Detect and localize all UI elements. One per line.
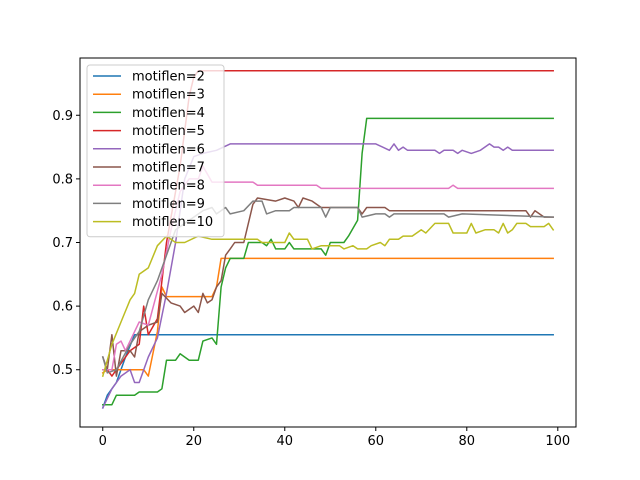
series-line-2 — [102, 117, 554, 406]
y-tick-label-2: 0.7 — [52, 236, 73, 251]
y-tick-label-4: 0.9 — [52, 109, 73, 124]
x-tick-label-1: 20 — [185, 434, 202, 449]
legend-label-5: motiflen=7 — [132, 161, 205, 176]
series-line-7 — [101, 200, 554, 374]
legend-label-0: motiflen=2 — [132, 70, 205, 85]
legend-label-1: motiflen=3 — [132, 88, 205, 103]
x-tick-label-2: 40 — [276, 434, 293, 449]
x-tick-label-3: 60 — [368, 434, 385, 449]
y-tick-label-0: 0.5 — [52, 363, 73, 378]
legend-label-6: motiflen=8 — [132, 179, 205, 194]
series-line-5 — [101, 197, 554, 377]
legend-label-8: motiflen=10 — [132, 215, 213, 230]
legend-box — [86, 64, 225, 238]
y-axis: 0.5 0.6 0.7 0.8 0.9 — [52, 109, 80, 378]
legend-label-2: motiflen=4 — [132, 106, 205, 121]
y-tick-label-3: 0.8 — [52, 172, 73, 187]
legend-label-3: motiflen=5 — [132, 124, 205, 139]
legend-label-7: motiflen=9 — [132, 197, 205, 212]
x-axis: 0 20 40 60 80 100 — [99, 427, 570, 449]
series-layer — [101, 69, 555, 409]
legend-label-4: motiflen=6 — [132, 142, 205, 157]
series-line-8 — [101, 222, 555, 378]
series-line-4 — [101, 143, 554, 409]
x-tick-label-0: 0 — [99, 434, 107, 449]
x-tick-label-5: 100 — [545, 434, 570, 449]
y-tick-label-1: 0.6 — [52, 300, 73, 315]
x-tick-label-4: 80 — [459, 434, 476, 449]
legend: motiflen=2 motiflen=3 motiflen=4 motiflen=5… — [86, 64, 225, 238]
